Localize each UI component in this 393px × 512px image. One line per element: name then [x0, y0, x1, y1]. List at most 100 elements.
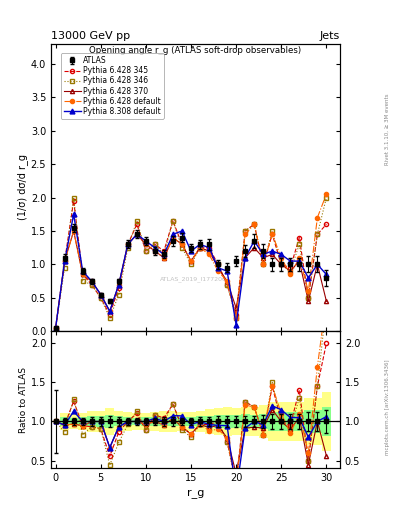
Pythia 6.428 345: [162, 248, 166, 254]
Pythia 6.428 345: [288, 265, 293, 271]
Pythia 6.428 345: [98, 295, 103, 301]
Pythia 6.428 346: [98, 295, 103, 301]
Pythia 6.428 345: [270, 231, 275, 238]
Pythia 6.428 370: [261, 254, 266, 261]
Pythia 6.428 370: [207, 248, 211, 254]
Pythia 6.428 370: [189, 258, 193, 264]
Pythia 8.308 default: [216, 265, 220, 271]
Pythia 8.308 default: [315, 262, 320, 268]
Pythia 6.428 370: [225, 278, 230, 284]
Pythia 6.428 346: [315, 231, 320, 238]
Pythia 6.428 default: [134, 231, 139, 238]
Pythia 6.428 346: [171, 218, 175, 224]
Pythia 6.428 346: [143, 248, 148, 254]
Pythia 6.428 346: [71, 195, 76, 201]
Pythia 8.308 default: [107, 308, 112, 314]
Pythia 6.428 default: [180, 241, 184, 247]
Pythia 6.428 370: [288, 268, 293, 274]
Pythia 6.428 346: [152, 241, 157, 247]
Pythia 6.428 346: [324, 195, 329, 201]
Pythia 8.308 default: [279, 251, 284, 258]
Pythia 6.428 default: [171, 234, 175, 241]
Pythia 6.428 346: [80, 278, 85, 284]
Pythia 6.428 346: [198, 245, 202, 251]
Pythia 6.428 370: [306, 298, 311, 304]
Pythia 6.428 345: [107, 312, 112, 318]
Pythia 6.428 370: [234, 305, 239, 311]
Pythia 8.308 default: [189, 248, 193, 254]
Pythia 8.308 default: [297, 258, 302, 264]
Pythia 8.308 default: [134, 231, 139, 238]
Pythia 6.428 345: [134, 221, 139, 227]
Pythia 8.308 default: [270, 248, 275, 254]
Legend: ATLAS, Pythia 6.428 345, Pythia 6.428 346, Pythia 6.428 370, Pythia 6.428 defaul: ATLAS, Pythia 6.428 345, Pythia 6.428 34…: [61, 53, 163, 119]
Pythia 8.308 default: [261, 251, 266, 258]
Pythia 6.428 346: [216, 262, 220, 268]
Line: Pythia 6.428 default: Pythia 6.428 default: [53, 192, 329, 330]
Pythia 6.428 345: [143, 248, 148, 254]
Pythia 6.428 346: [306, 295, 311, 301]
Pythia 6.428 346: [225, 282, 230, 288]
Pythia 8.308 default: [198, 241, 202, 247]
Pythia 8.308 default: [171, 231, 175, 238]
Pythia 8.308 default: [207, 245, 211, 251]
Pythia 8.308 default: [225, 268, 230, 274]
Pythia 6.428 default: [107, 308, 112, 314]
Pythia 6.428 default: [288, 271, 293, 278]
Pythia 6.428 346: [207, 248, 211, 254]
Pythia 6.428 370: [89, 278, 94, 284]
Pythia 6.428 370: [134, 231, 139, 238]
Pythia 8.308 default: [143, 238, 148, 244]
Pythia 6.428 346: [288, 268, 293, 274]
Pythia 6.428 345: [71, 198, 76, 204]
Pythia 8.308 default: [152, 245, 157, 251]
Pythia 6.428 345: [80, 271, 85, 278]
Pythia 6.428 370: [71, 228, 76, 234]
Pythia 6.428 default: [243, 231, 248, 238]
Pythia 6.428 345: [89, 282, 94, 288]
Text: Jets: Jets: [320, 31, 340, 41]
Pythia 8.308 default: [180, 228, 184, 234]
Pythia 6.428 345: [180, 241, 184, 247]
Pythia 6.428 346: [162, 251, 166, 258]
Pythia 6.428 345: [53, 325, 58, 331]
Pythia 6.428 370: [216, 265, 220, 271]
Pythia 6.428 345: [125, 241, 130, 247]
Pythia 6.428 370: [152, 248, 157, 254]
Pythia 6.428 345: [243, 228, 248, 234]
Pythia 6.428 default: [315, 215, 320, 221]
Pythia 6.428 345: [279, 262, 284, 268]
Pythia 6.428 346: [189, 262, 193, 268]
Pythia 6.428 370: [324, 298, 329, 304]
Pythia 6.428 346: [180, 245, 184, 251]
Pythia 6.428 345: [315, 231, 320, 238]
Pythia 6.428 default: [116, 282, 121, 288]
Pythia 6.428 346: [261, 262, 266, 268]
Pythia 8.308 default: [62, 258, 67, 264]
Pythia 6.428 370: [198, 245, 202, 251]
Pythia 6.428 default: [53, 325, 58, 331]
Pythia 6.428 default: [270, 231, 275, 238]
Pythia 6.428 345: [234, 312, 239, 318]
Pythia 6.428 default: [98, 291, 103, 297]
Pythia 6.428 370: [98, 291, 103, 297]
Pythia 6.428 345: [297, 234, 302, 241]
Pythia 6.428 346: [297, 241, 302, 247]
Pythia 6.428 345: [207, 245, 211, 251]
Pythia 8.308 default: [324, 271, 329, 278]
Pythia 8.308 default: [306, 275, 311, 281]
Pythia 8.308 default: [288, 258, 293, 264]
Line: Pythia 8.308 default: Pythia 8.308 default: [53, 212, 329, 330]
Pythia 6.428 default: [216, 268, 220, 274]
Pythia 6.428 default: [198, 245, 202, 251]
Text: 13000 GeV pp: 13000 GeV pp: [51, 31, 130, 41]
Pythia 6.428 346: [243, 228, 248, 234]
Pythia 6.428 370: [252, 245, 257, 251]
Pythia 6.428 default: [125, 241, 130, 247]
Pythia 6.428 default: [207, 251, 211, 258]
Pythia 8.308 default: [125, 241, 130, 247]
Pythia 6.428 346: [62, 265, 67, 271]
Pythia 6.428 370: [62, 258, 67, 264]
Pythia 6.428 345: [306, 295, 311, 301]
Pythia 6.428 default: [261, 262, 266, 268]
